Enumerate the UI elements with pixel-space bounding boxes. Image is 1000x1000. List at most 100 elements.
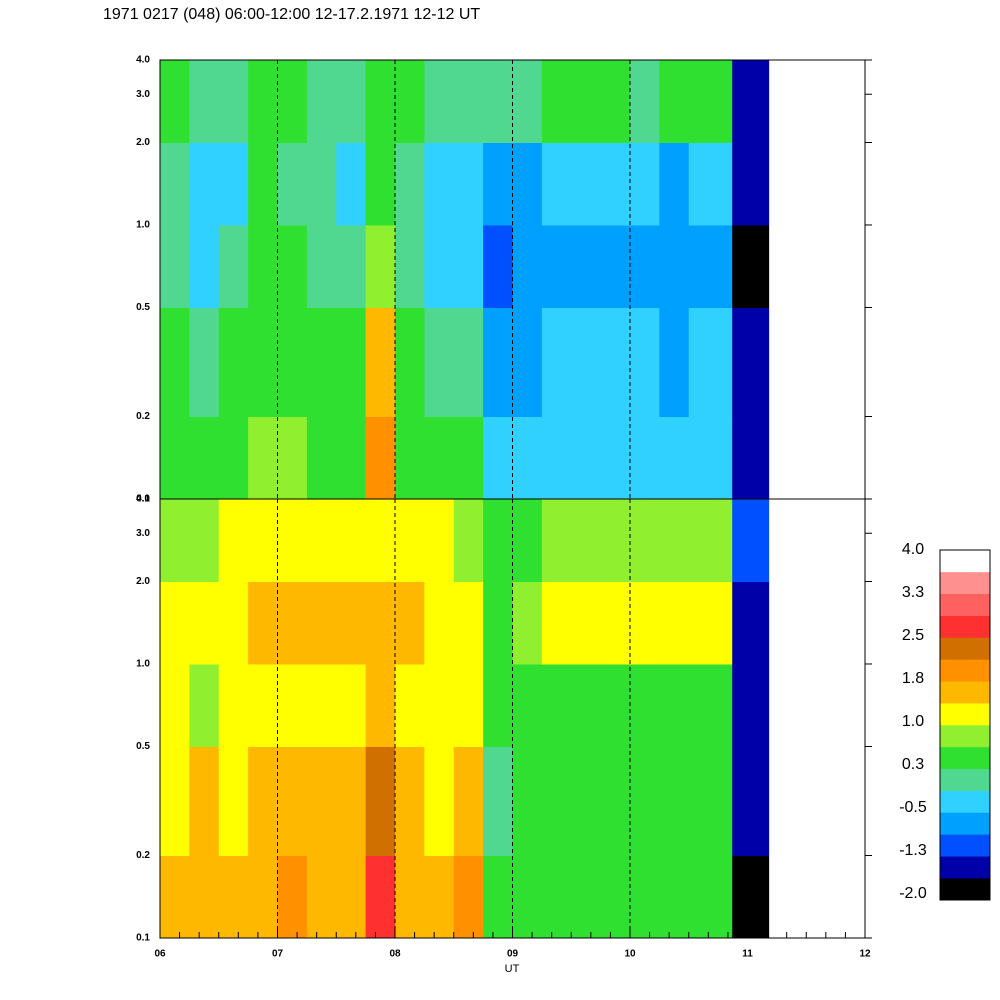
heat-cell (424, 142, 455, 226)
heat-cell (688, 499, 719, 582)
heat-cell (541, 416, 572, 500)
y-tick-label: 2.0 (136, 576, 150, 587)
heat-cell (365, 581, 396, 665)
heat-cell (277, 224, 308, 308)
y-tick-label: 0.2 (136, 850, 150, 861)
heat-cell (248, 855, 278, 939)
heat-cell (365, 416, 396, 500)
heat-cell (541, 499, 572, 582)
heat-cell (306, 307, 337, 418)
heat-cell (189, 142, 220, 226)
heat-cell (630, 499, 660, 582)
heat-cell (306, 663, 337, 747)
heat-cell (453, 60, 484, 143)
heat-cell (336, 224, 367, 308)
heat-cell (483, 224, 513, 308)
heat-cell (424, 581, 455, 665)
heat-cell (600, 307, 631, 418)
heat-cell (277, 581, 308, 665)
colorbar-band (940, 812, 990, 835)
heat-cell (541, 663, 572, 747)
heat-cell (189, 855, 220, 939)
heat-cell (189, 416, 220, 500)
heat-cell (659, 581, 690, 665)
heat-cell (306, 142, 337, 226)
heat-cell (718, 663, 733, 747)
heat-cell (336, 855, 367, 939)
colorbar-band (940, 681, 990, 704)
heat-cell (541, 746, 572, 857)
heat-cell (718, 499, 733, 582)
y-tick-label: 4.0 (136, 494, 150, 505)
heat-cell (365, 746, 396, 857)
colorbar-band (940, 593, 990, 616)
heat-cell (453, 307, 484, 418)
heat-cell (688, 307, 719, 418)
heat-cell (277, 142, 308, 226)
heat-cell (160, 746, 190, 857)
heat-cell (571, 855, 602, 939)
heat-cell (600, 581, 631, 665)
heat-cell (512, 142, 543, 226)
heat-cell (336, 307, 367, 418)
heat-cell (160, 60, 190, 143)
heat-cell (453, 663, 484, 747)
colorbar-band (940, 725, 990, 748)
heat-cell (189, 746, 220, 857)
heat-cell (483, 142, 513, 226)
colorbar-label: 4.0 (902, 541, 924, 558)
heat-cell (688, 142, 719, 226)
heat-cell (541, 307, 572, 418)
colorbar-band (940, 746, 990, 770)
heat-cell (395, 307, 425, 418)
colorbar-frame (939, 549, 991, 901)
heat-cell (688, 663, 719, 747)
y-tick-label: 0.5 (136, 302, 150, 313)
colorbar-band (940, 615, 990, 638)
heat-cell (218, 746, 249, 857)
heat-cell (365, 855, 396, 939)
heat-cell (395, 499, 425, 582)
heat-cell (541, 224, 572, 308)
heat-cell (571, 746, 602, 857)
x-tick-label: 08 (389, 949, 401, 960)
heat-cell (365, 663, 396, 747)
heat-cell (248, 746, 278, 857)
heat-cell (218, 416, 249, 500)
x-tick-label: 10 (624, 949, 636, 960)
colorbar-label: -2.0 (899, 885, 927, 902)
heat-cell (189, 307, 220, 418)
x-tick-label: 11 (742, 949, 753, 960)
colorbar-label: 0.3 (902, 756, 924, 773)
heat-cell (306, 224, 337, 308)
heat-cell (718, 142, 733, 226)
heat-cell (424, 60, 455, 143)
heat-cell (189, 224, 220, 308)
heat-cell (218, 663, 249, 747)
heat-cell (600, 855, 631, 939)
colorbar-label: 1.8 (902, 670, 924, 687)
heat-cell (336, 581, 367, 665)
heat-cell (659, 307, 690, 418)
y-tick-label: 0.2 (136, 411, 150, 422)
heat-cell (483, 60, 513, 143)
heat-cell (718, 746, 733, 857)
chart-title: 1971 0217 (048) 06:00-12:00 12-17.2.1971… (103, 6, 480, 23)
y-tick-label: 0.1 (136, 933, 150, 944)
colorbar-label: 3.3 (902, 584, 924, 601)
heat-cell (483, 307, 513, 418)
heat-cell (395, 746, 425, 857)
heat-cell (277, 499, 308, 582)
heat-cell (218, 224, 249, 308)
heat-cell (630, 746, 660, 857)
y-tick-label: 1.0 (136, 659, 150, 670)
heat-cell (512, 855, 543, 939)
heat-cell (688, 60, 719, 143)
colorbar-band (940, 856, 990, 879)
heat-cell (718, 416, 733, 500)
heat-cell (688, 416, 719, 500)
colorbar-band (940, 571, 990, 595)
heat-cell (732, 581, 770, 665)
x-tick-label: 09 (507, 949, 519, 960)
heat-cell (512, 307, 543, 418)
